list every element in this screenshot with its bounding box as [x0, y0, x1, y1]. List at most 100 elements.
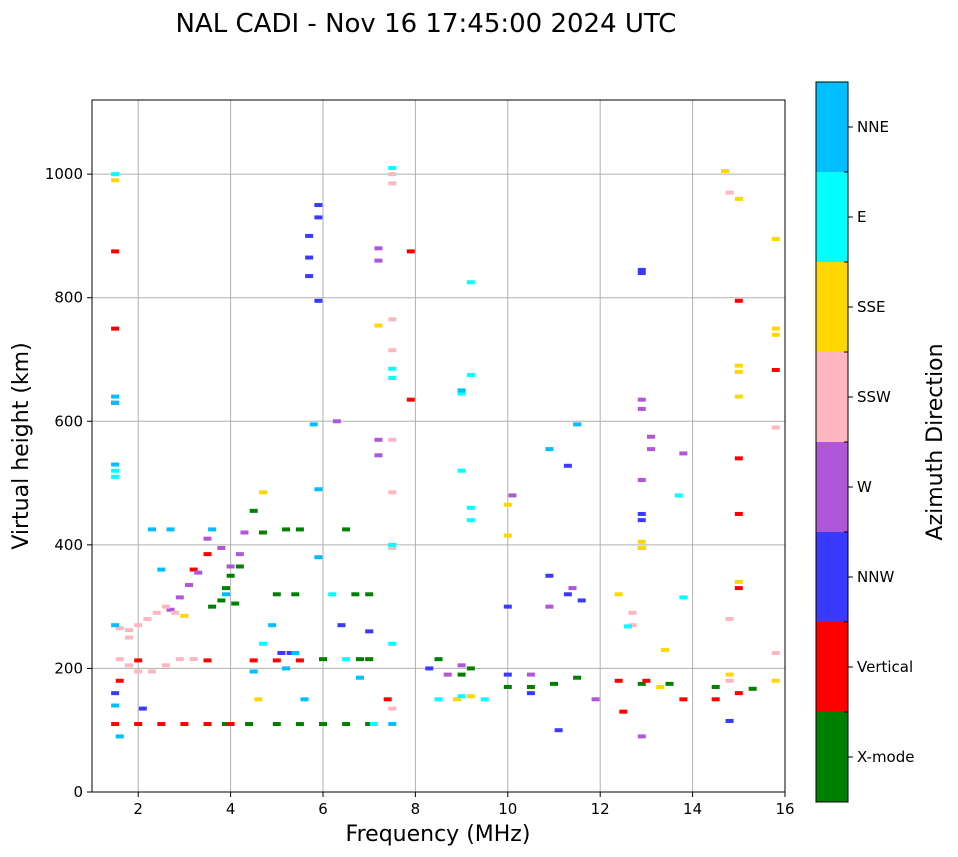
data-point — [734, 394, 743, 399]
data-point — [720, 169, 729, 174]
plot-frame — [91, 99, 786, 793]
data-point — [734, 579, 743, 584]
data-point — [235, 564, 244, 569]
data-point — [124, 663, 133, 668]
data-point — [277, 650, 286, 655]
data-point — [466, 505, 475, 510]
data-point — [221, 592, 230, 597]
data-point — [466, 518, 475, 523]
x-tick-label: 2 — [133, 800, 143, 818]
colorbar-segment — [816, 262, 848, 352]
data-point — [457, 391, 466, 396]
data-point — [365, 657, 374, 662]
data-point — [466, 666, 475, 671]
data-point — [365, 722, 374, 727]
data-point — [111, 703, 120, 708]
data-point — [194, 570, 203, 575]
colorbar-label: X-mode — [857, 748, 914, 766]
data-point — [305, 233, 314, 238]
data-point — [734, 586, 743, 591]
data-point — [115, 626, 124, 631]
data-point — [466, 372, 475, 377]
data-point — [231, 601, 240, 606]
data-point — [249, 658, 258, 663]
colorbar-label: SSW — [857, 388, 891, 406]
colorbar-segment — [816, 82, 848, 172]
data-point — [305, 274, 314, 279]
y-tick-label: 1000 — [45, 165, 83, 183]
colorbar-label: NNW — [857, 568, 894, 586]
data-point — [115, 657, 124, 662]
data-point — [300, 697, 309, 702]
data-point — [577, 598, 586, 603]
colorbar: X-mode Vertical NNW W SSW SSE E NNE — [815, 81, 914, 803]
grid-lines — [92, 100, 786, 793]
data-point — [734, 456, 743, 461]
data-point — [355, 657, 364, 662]
data-point — [725, 672, 734, 677]
data-point — [355, 675, 364, 680]
x-tick-label: 14 — [683, 800, 702, 818]
data-point — [305, 255, 314, 260]
x-tick-label: 12 — [591, 800, 610, 818]
data-point — [647, 447, 656, 452]
data-point — [111, 400, 120, 405]
data-point — [365, 629, 374, 634]
data-point — [166, 527, 175, 532]
data-point — [734, 363, 743, 368]
data-point — [115, 734, 124, 739]
colorbar-segment — [816, 712, 848, 802]
data-point — [526, 672, 535, 677]
data-point — [272, 592, 281, 597]
data-point — [258, 641, 267, 646]
data-point — [111, 474, 120, 479]
data-point — [573, 675, 582, 680]
data-point — [134, 658, 143, 663]
data-point — [734, 691, 743, 696]
data-point — [637, 267, 646, 272]
data-point — [725, 190, 734, 195]
data-point — [171, 610, 180, 615]
data-point — [388, 437, 397, 442]
data-point — [637, 511, 646, 516]
data-point — [217, 545, 226, 550]
data-point — [319, 722, 327, 727]
data-point — [568, 586, 577, 591]
data-point — [258, 530, 267, 535]
data-point — [374, 258, 383, 263]
data-point — [111, 178, 120, 183]
data-point — [161, 663, 170, 668]
data-point — [619, 709, 628, 714]
data-point — [771, 368, 780, 373]
data-point — [734, 511, 743, 516]
data-point — [166, 607, 175, 612]
data-point — [111, 326, 120, 331]
data-point — [457, 468, 466, 473]
data-point — [771, 326, 780, 331]
data-point — [563, 592, 572, 597]
data-point — [148, 669, 157, 674]
data-point — [309, 422, 318, 427]
data-point — [388, 490, 397, 495]
data-point — [623, 624, 632, 629]
data-point — [665, 681, 674, 686]
data-point — [249, 669, 258, 674]
data-point — [342, 722, 351, 727]
colorbar-label: E — [857, 208, 866, 226]
data-point — [314, 298, 323, 303]
data-point — [748, 686, 757, 691]
data-point — [637, 734, 646, 739]
y-tick-label: 400 — [54, 536, 83, 554]
data-point — [545, 604, 554, 609]
data-point — [374, 246, 383, 251]
chart-title: NAL CADI - Nov 16 17:45:00 2024 UTC — [176, 9, 677, 39]
data-point — [503, 672, 512, 677]
data-point — [189, 657, 198, 662]
data-point — [388, 348, 397, 353]
colorbar-label: W — [857, 478, 872, 496]
data-point — [134, 623, 143, 628]
data-point — [111, 394, 120, 399]
data-point — [388, 706, 397, 711]
colorbar-segment — [816, 352, 848, 442]
